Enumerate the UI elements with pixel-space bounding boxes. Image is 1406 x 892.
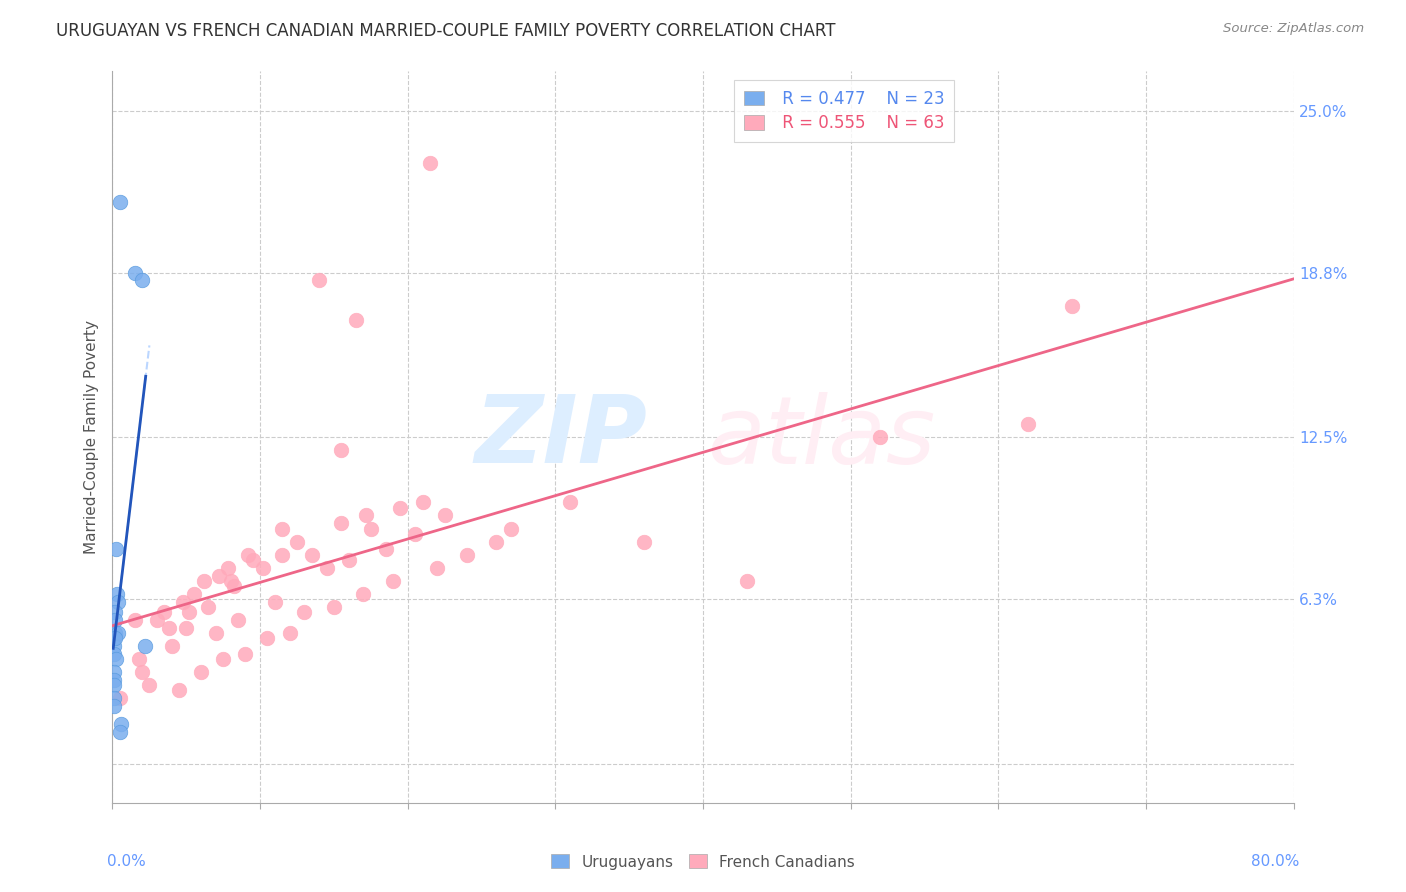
Point [153, 605, 176, 619]
Point [131, 273, 153, 287]
Point [172, 594, 194, 608]
Point [205, 626, 228, 640]
Text: 0.0%: 0.0% [107, 854, 145, 869]
Point [104, 652, 127, 666]
Point [412, 495, 434, 509]
Point [226, 613, 249, 627]
Point [146, 613, 169, 627]
Point [456, 548, 478, 562]
Point [330, 516, 353, 531]
Point [419, 156, 441, 170]
Text: 80.0%: 80.0% [1251, 854, 1299, 869]
Point [315, 560, 337, 574]
Point [337, 553, 360, 567]
Point [1062, 300, 1084, 314]
Point [193, 574, 215, 588]
Point [138, 678, 160, 692]
Point [190, 665, 212, 680]
Point [108, 194, 131, 209]
Point [382, 574, 405, 588]
Point [174, 621, 197, 635]
Point [292, 605, 315, 619]
Point [264, 594, 287, 608]
Point [103, 691, 125, 706]
Point [107, 594, 129, 608]
Point [105, 587, 128, 601]
Point [501, 521, 523, 535]
Point [108, 725, 131, 739]
Point [103, 647, 125, 661]
Point [560, 495, 582, 509]
Point [103, 673, 125, 687]
Point [157, 621, 180, 635]
Text: atlas: atlas [707, 392, 935, 483]
Point [1017, 417, 1039, 431]
Point [197, 599, 219, 614]
Point [271, 548, 294, 562]
Point [134, 639, 156, 653]
Point [131, 665, 153, 680]
Point [242, 553, 264, 567]
Point [323, 599, 346, 614]
Point [433, 508, 456, 523]
Point [103, 678, 125, 692]
Point [233, 647, 256, 661]
Point [179, 605, 201, 619]
Point [167, 683, 190, 698]
Point [344, 312, 367, 326]
Point [308, 273, 330, 287]
Point [104, 605, 127, 619]
Point [103, 699, 125, 714]
Point [271, 521, 294, 535]
Point [103, 639, 125, 653]
Text: URUGUAYAN VS FRENCH CANADIAN MARRIED-COUPLE FAMILY POVERTY CORRELATION CHART: URUGUAYAN VS FRENCH CANADIAN MARRIED-COU… [56, 22, 835, 40]
Point [110, 717, 132, 731]
Point [104, 626, 127, 640]
Point [128, 652, 150, 666]
Point [219, 574, 242, 588]
Point [107, 626, 129, 640]
Point [285, 534, 308, 549]
Point [160, 639, 183, 653]
Point [124, 613, 146, 627]
Point [104, 632, 127, 646]
Point [208, 568, 231, 582]
Y-axis label: Married-Couple Family Poverty: Married-Couple Family Poverty [84, 320, 100, 554]
Legend: Uruguayans, French Canadians: Uruguayans, French Canadians [544, 848, 862, 876]
Point [356, 508, 378, 523]
Point [360, 521, 382, 535]
Point [485, 534, 508, 549]
Point [105, 542, 128, 557]
Point [103, 665, 125, 680]
Point [278, 626, 301, 640]
Point [217, 560, 239, 574]
Point [330, 443, 353, 458]
Point [252, 560, 274, 574]
Text: ZIP: ZIP [475, 391, 648, 483]
Point [238, 548, 260, 562]
Point [389, 500, 412, 515]
Point [352, 587, 374, 601]
Point [222, 579, 245, 593]
Point [374, 542, 396, 557]
Point [124, 266, 146, 280]
Point [404, 526, 426, 541]
Point [108, 691, 131, 706]
Point [104, 613, 127, 627]
Point [633, 534, 655, 549]
Point [183, 587, 205, 601]
Point [869, 430, 891, 444]
Point [212, 652, 235, 666]
Text: Source: ZipAtlas.com: Source: ZipAtlas.com [1223, 22, 1364, 36]
Point [301, 548, 323, 562]
Point [103, 632, 125, 646]
Point [256, 632, 278, 646]
Point [737, 574, 759, 588]
Point [426, 560, 449, 574]
